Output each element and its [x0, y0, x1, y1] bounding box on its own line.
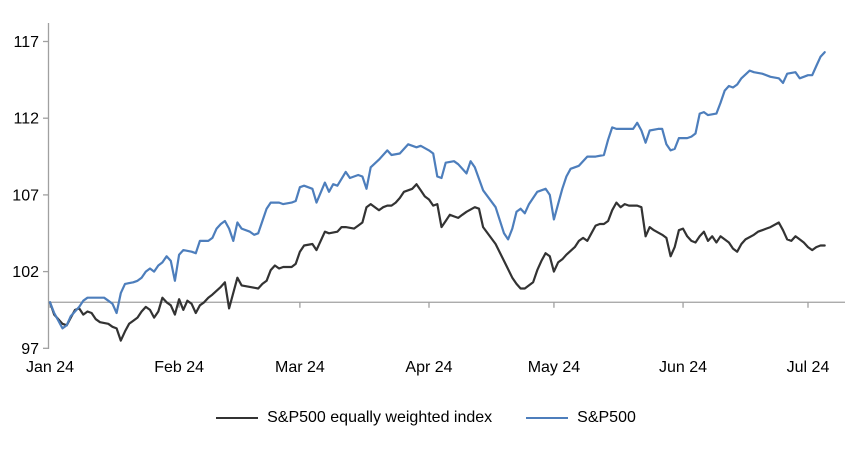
series-group	[48, 51, 826, 342]
x-tick-label: Mar 24	[275, 359, 325, 376]
x-tick-label: Feb 24	[154, 359, 204, 376]
legend-item-sp500-equal-weight: S&P500 equally weighted index	[216, 409, 492, 427]
x-tick-label: Jul 24	[787, 359, 830, 376]
y-tick-label: 102	[12, 264, 39, 281]
legend-item-sp500: S&P500	[526, 409, 636, 427]
legend-swatch-sp500-equal-weight	[216, 416, 259, 420]
legend-label-sp500: S&P500	[577, 409, 636, 426]
y-tick-label: 107	[12, 187, 39, 204]
legend-swatch-sp500	[526, 416, 569, 420]
axes-group: 97 102 107 112 117 Jan 24 Feb 24 Mar 24 Apr 24 Ma…	[12, 23, 845, 376]
legend-label-sp500-equal-weight: S&P500 equally weighted index	[267, 409, 493, 426]
y-tick-label: 117	[13, 34, 39, 51]
y-tick-label: 97	[21, 341, 39, 358]
sp500-line	[48, 51, 826, 330]
x-tick-label: May 24	[528, 359, 581, 376]
x-tick-label: Jun 24	[659, 359, 707, 376]
sp500-equal-weight-line	[48, 183, 826, 342]
x-tick-label: Jan 24	[26, 359, 74, 376]
y-tick-label: 112	[13, 111, 39, 128]
legend: S&P500 equally weighted index S&P500	[0, 409, 852, 427]
x-tick-label: Apr 24	[405, 359, 452, 376]
